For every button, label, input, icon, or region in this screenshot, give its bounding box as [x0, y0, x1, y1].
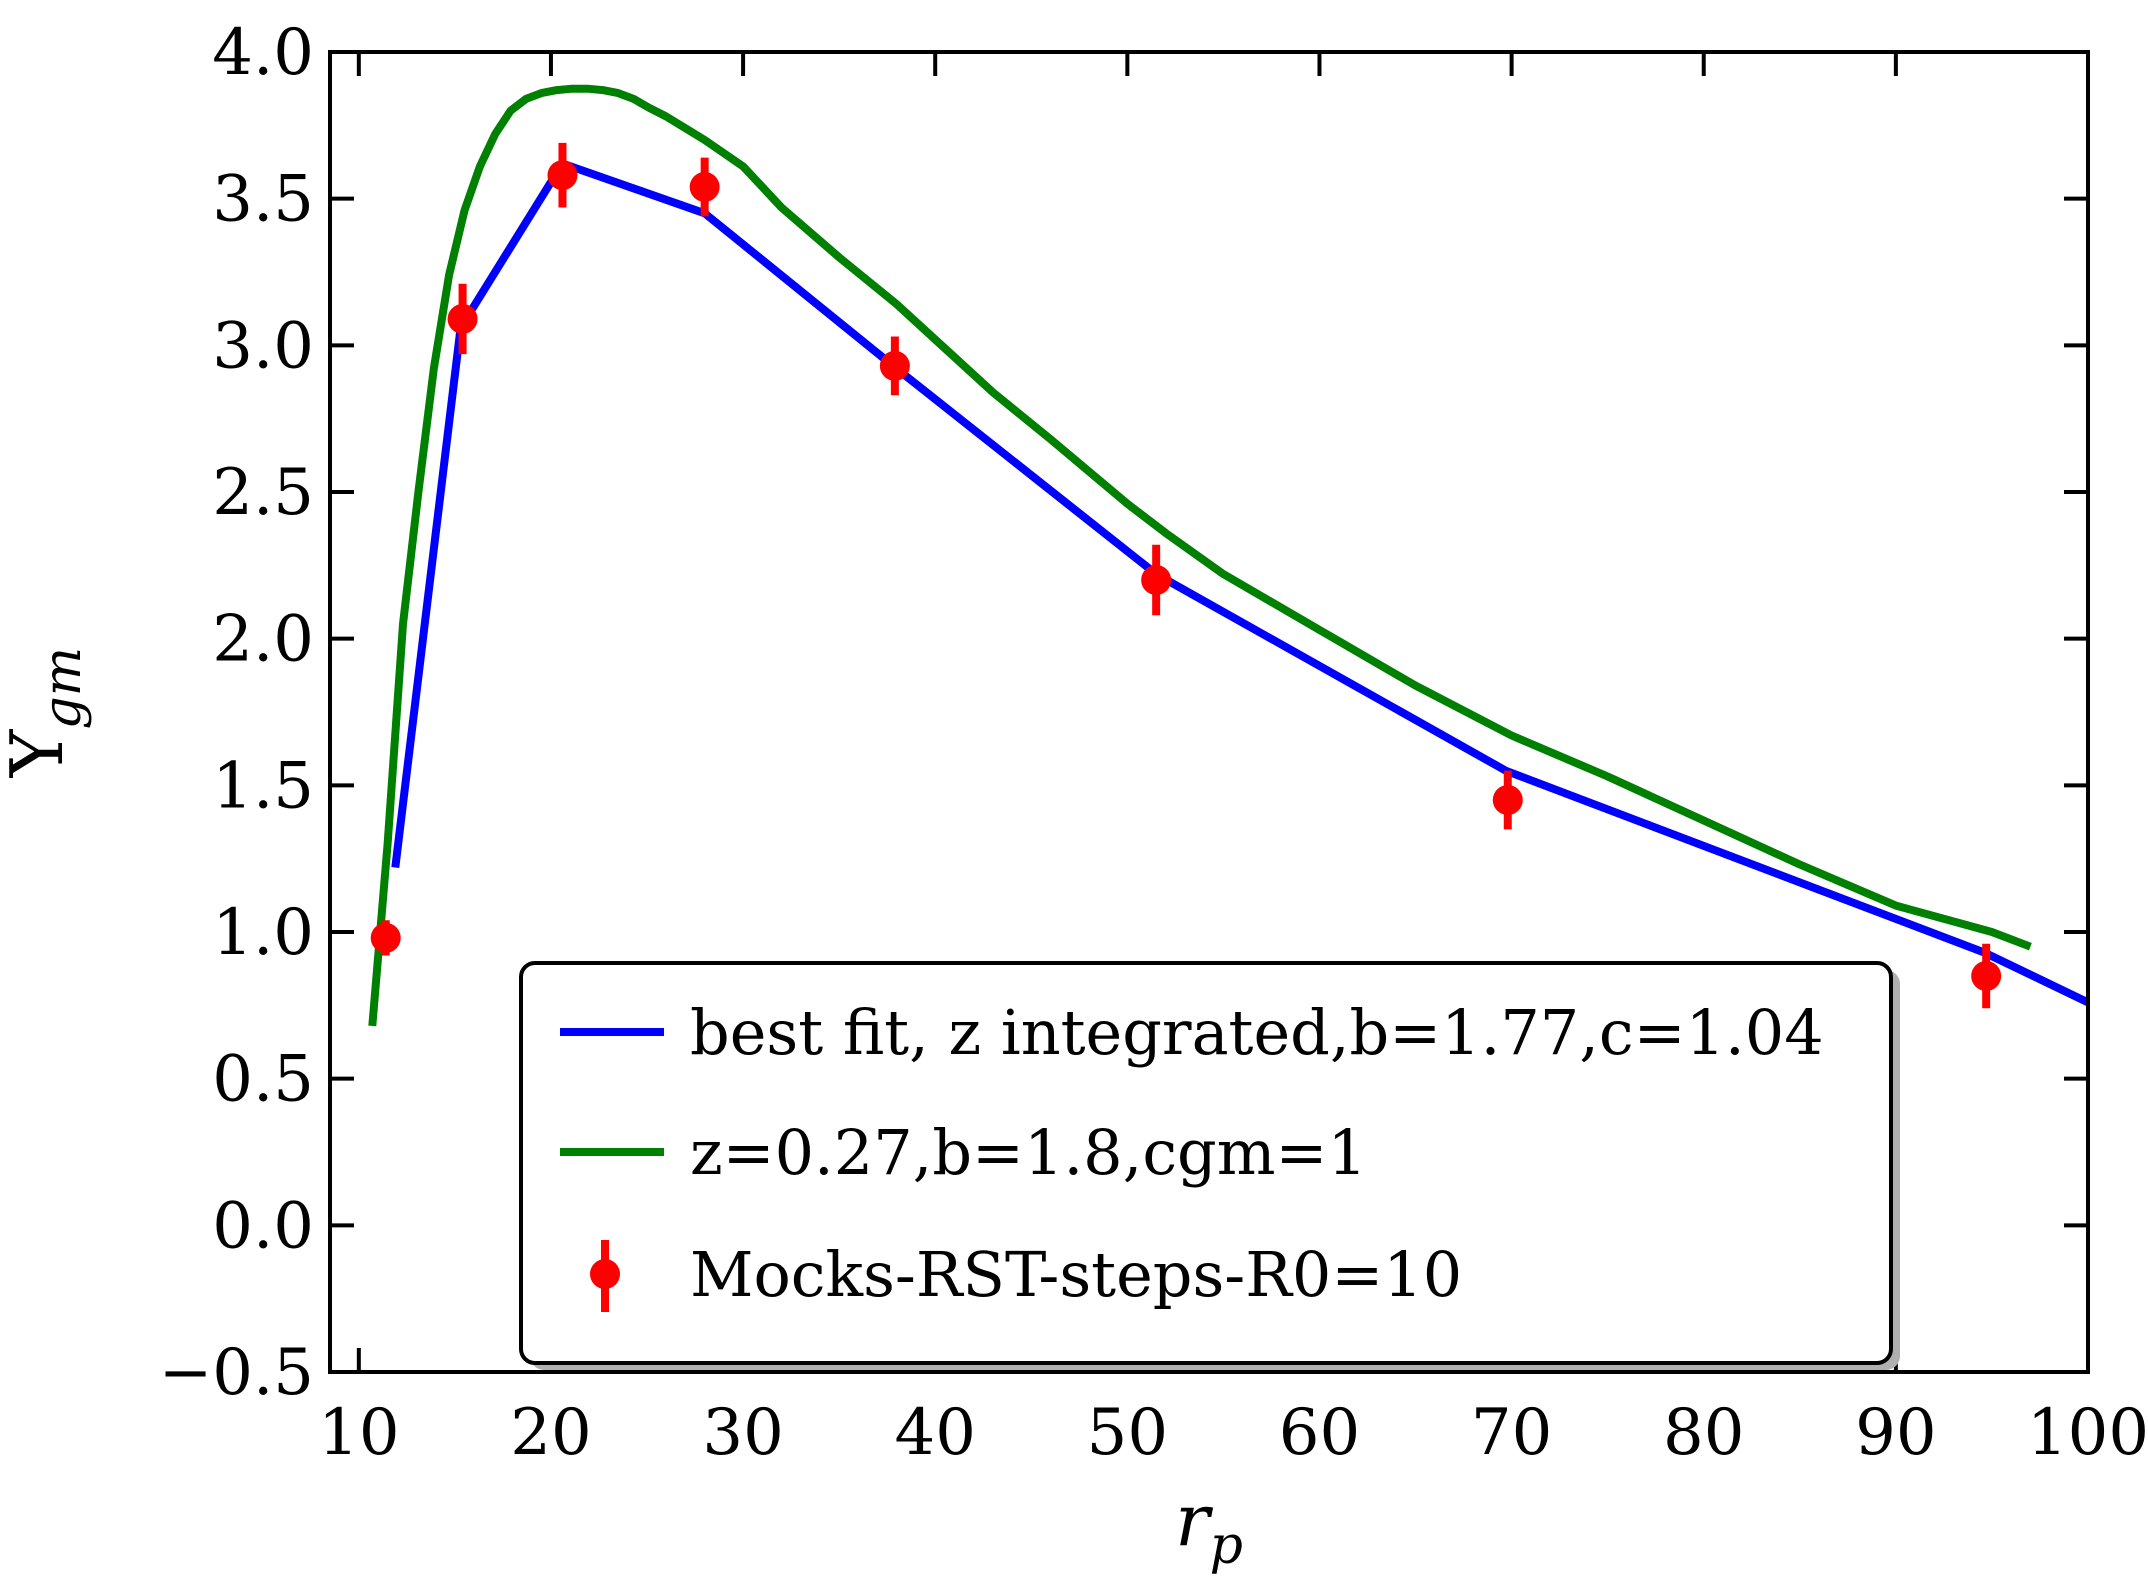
x-tick-label: 60: [1279, 1396, 1360, 1470]
plot-frame: [328, 50, 2090, 1374]
x-tick-label: 10: [318, 1396, 399, 1470]
y-tick-label: 4.0: [212, 16, 314, 90]
x-tick-label: 50: [1087, 1396, 1168, 1470]
data-point: [447, 303, 478, 334]
x-axis-label: rp: [1175, 1478, 1243, 1576]
y-tick-label: 1.0: [212, 896, 314, 970]
data-point: [689, 171, 720, 202]
x-tick-label: 40: [894, 1396, 975, 1470]
x-tick-label: 80: [1663, 1396, 1744, 1470]
legend-swatch-marker: [590, 1259, 620, 1289]
y-axis-label: Υgm: [0, 647, 93, 778]
tick-labels-layer: 10 20 30 40 50 60 70 80 90 100 −0.5 0.0 0.5 1.0 1.5 2.0…: [159, 16, 2148, 1470]
y-tick-label: 2.5: [212, 456, 314, 530]
y-tick-label: 3.0: [212, 309, 314, 383]
x-tick-label: 30: [702, 1396, 783, 1470]
legend-label-z027: z=0.27,b=1.8,cgm=1: [690, 1116, 1367, 1189]
x-tick-label: 70: [1471, 1396, 1552, 1470]
legend-box: [519, 961, 1893, 1365]
y-tick-label: 0.5: [212, 1043, 314, 1117]
data-point: [879, 350, 910, 381]
x-axis-label-sub: p: [1210, 1516, 1243, 1576]
legend-label-best-fit: best fit, z integrated,b=1.77,c=1.04: [690, 996, 1824, 1069]
y-tick-label: 3.5: [212, 163, 314, 237]
data-point: [1492, 785, 1523, 815]
series-line-1: [368, 84, 2032, 1027]
data-point: [370, 922, 401, 953]
data-point: [1971, 961, 2002, 991]
data-point: [1141, 565, 1172, 595]
x-tick-label: 100: [2027, 1396, 2148, 1470]
plot-clip-group: [368, 84, 2088, 1027]
data-point: [547, 160, 578, 191]
x-axis-label-main: r: [1175, 1478, 1213, 1562]
y-tick-label: 0.0: [212, 1189, 314, 1263]
y-tick-label: 2.0: [212, 603, 314, 677]
y-axis-label-sub: gm: [33, 647, 93, 730]
legend: best fit, z integrated,b=1.77,c=1.04 z=0…: [519, 961, 1900, 1370]
y-tick-label: 1.5: [212, 749, 314, 823]
legend-label-mocks: Mocks-RST-steps-R0=10: [690, 1238, 1462, 1311]
x-tick-label: 20: [510, 1396, 591, 1470]
y-tick-label: −0.5: [159, 1336, 314, 1410]
x-tick-label: 90: [1855, 1396, 1936, 1470]
y-axis-label-main: Υ: [0, 728, 79, 778]
series-layer: [368, 84, 2088, 1027]
